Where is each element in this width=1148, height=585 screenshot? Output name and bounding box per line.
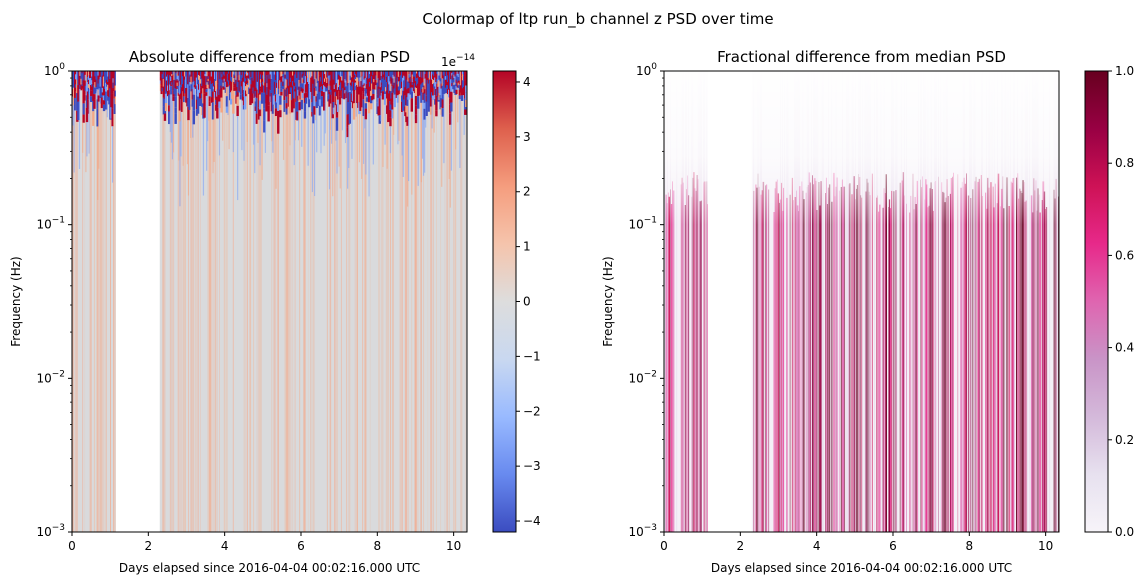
colorbar-tick-label: 0.6 — [1115, 248, 1134, 262]
y-tick-mantissa: 10 — [36, 525, 51, 539]
x-tick-label: 0 — [660, 539, 668, 553]
y-tick-label: 10−2 — [628, 369, 657, 385]
y-tick-mantissa: 10 — [36, 218, 51, 232]
y-tick-mantissa: 10 — [36, 371, 51, 385]
panel-fractional-difference: Fractional difference from median PSD 0 2… — [601, 48, 1134, 575]
y-tick-exponent: −2 — [644, 369, 657, 379]
x-axis-label: Days elapsed since 2016-04-04 00:02:16.0… — [711, 561, 1012, 575]
x-axis: 0 2 4 6 8 10 — [68, 532, 461, 553]
y-tick-exponent: 0 — [651, 62, 657, 72]
data-gap — [707, 71, 752, 532]
panel-absolute-difference: Absolute difference from median PSD 0 2 4 6… — [9, 48, 541, 575]
y-tick-exponent: −1 — [52, 216, 65, 226]
colorbar-tick-label: 1.0 — [1115, 64, 1134, 78]
y-axis-label: Frequency (Hz) — [9, 256, 23, 347]
colorbar-ticks: 0.0 0.2 0.4 0.6 0.8 1.0 — [1108, 64, 1134, 539]
y-tick-label: 10−3 — [36, 523, 65, 539]
y-tick-label: 10−2 — [36, 369, 65, 385]
x-tick-label: 0 — [68, 539, 76, 553]
colorbar-offset-exponent: −14 — [456, 53, 475, 63]
y-tick-exponent: 0 — [59, 62, 65, 72]
colorbar-offset-mantissa: 1e — [441, 55, 456, 69]
y-tick-mantissa: 10 — [628, 218, 643, 232]
y-tick-label: 10−1 — [36, 216, 65, 232]
y-tick-exponent: −3 — [644, 523, 657, 533]
x-tick-label: 4 — [221, 539, 229, 553]
y-tick-label: 10−1 — [628, 216, 657, 232]
y-tick-mantissa: 10 — [628, 371, 643, 385]
x-tick-label: 6 — [297, 539, 305, 553]
y-tick-mantissa: 10 — [636, 64, 651, 78]
colorbar-tick-label: −1 — [523, 349, 541, 363]
x-tick-label: 2 — [737, 539, 745, 553]
plot-frame — [663, 70, 1060, 533]
chart-title: Absolute difference from median PSD — [129, 48, 410, 66]
colorbar-tick-label: 0.2 — [1115, 433, 1134, 447]
y-tick-label: 100 — [636, 62, 657, 78]
colorbar-tick-label: 4 — [523, 75, 531, 89]
colorbar-tick-label: 1 — [523, 240, 531, 254]
x-tick-label: 8 — [965, 539, 973, 553]
heatmap-fractional — [664, 71, 1059, 532]
y-tick-mantissa: 10 — [44, 64, 59, 78]
colorbar-tick-label: 0.0 — [1115, 525, 1134, 539]
colorbar-tick-label: −2 — [523, 404, 541, 418]
colorbar-gradient — [1084, 70, 1109, 533]
colorbar-tick-label: 0 — [523, 295, 531, 309]
colorbar-ticks: −4 −3 −2 −1 0 1 2 3 4 — [516, 75, 541, 528]
x-tick-label: 6 — [889, 539, 897, 553]
x-tick-label: 10 — [446, 539, 461, 553]
colorbar-absolute: −4 −3 −2 −1 0 1 2 3 4 1e−14 — [441, 53, 541, 533]
x-tick-label: 10 — [1038, 539, 1053, 553]
x-tick-label: 8 — [373, 539, 381, 553]
colorbar-offset-text: 1e−14 — [441, 53, 475, 69]
y-tick-exponent: −1 — [644, 216, 657, 226]
y-tick-label: 100 — [44, 62, 65, 78]
y-axis-label: Frequency (Hz) — [601, 256, 615, 347]
colorbar-tick-label: 3 — [523, 130, 531, 144]
colorbar-tick-label: 0.8 — [1115, 156, 1134, 170]
x-tick-label: 2 — [145, 539, 153, 553]
x-tick-label: 4 — [813, 539, 821, 553]
data-gap — [115, 71, 160, 532]
heatmap-absolute — [72, 71, 467, 532]
colorbar-fractional: 0.0 0.2 0.4 0.6 0.8 1.0 — [1084, 64, 1134, 539]
y-tick-exponent: −3 — [52, 523, 65, 533]
colorbar-gradient — [492, 70, 517, 533]
colorbar-tick-label: −4 — [523, 514, 541, 528]
y-tick-label: 10−3 — [628, 523, 657, 539]
plot-frame — [71, 70, 468, 533]
x-axis: 0 2 4 6 8 10 — [660, 532, 1053, 553]
y-tick-exponent: −2 — [52, 369, 65, 379]
figure-suptitle: Colormap of ltp run_b channel z PSD over… — [422, 10, 773, 29]
colorbar-tick-label: 0.4 — [1115, 341, 1134, 355]
x-axis-label: Days elapsed since 2016-04-04 00:02:16.0… — [119, 561, 420, 575]
colorbar-tick-label: −3 — [523, 459, 541, 473]
colorbar-tick-label: 2 — [523, 185, 531, 199]
y-tick-mantissa: 10 — [628, 525, 643, 539]
chart-title: Fractional difference from median PSD — [717, 48, 1006, 66]
